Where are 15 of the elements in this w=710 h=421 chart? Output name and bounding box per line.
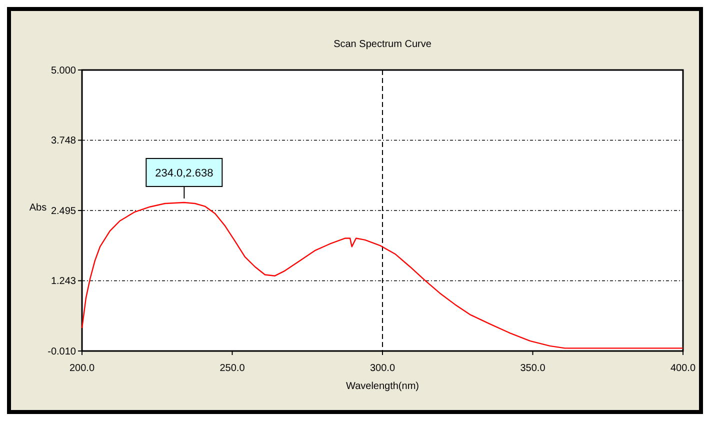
annotation: 234.0,2.638 [155, 167, 214, 180]
x-tick-label: 400.0 [670, 363, 696, 374]
x-axis-title: Wavelength(nm) [346, 381, 419, 392]
x-tick-label: 200.0 [69, 363, 95, 374]
y-tick-label: 2.495 [50, 206, 76, 217]
x-tick-label: 350.0 [520, 363, 546, 374]
x-tick-label: 250.0 [220, 363, 246, 374]
y-tick-label: 1.243 [50, 276, 76, 288]
x-tick-label: 300.0 [370, 363, 396, 374]
y-tick-label: -0.010 [48, 346, 76, 358]
chart-title: Scan Spectrum Curve [334, 39, 432, 50]
y-tick-label: 5.000 [50, 66, 76, 76]
y-tick-label: 3.748 [50, 136, 76, 147]
line-series [81, 202, 684, 349]
y-axis-title: Abs [29, 202, 47, 214]
